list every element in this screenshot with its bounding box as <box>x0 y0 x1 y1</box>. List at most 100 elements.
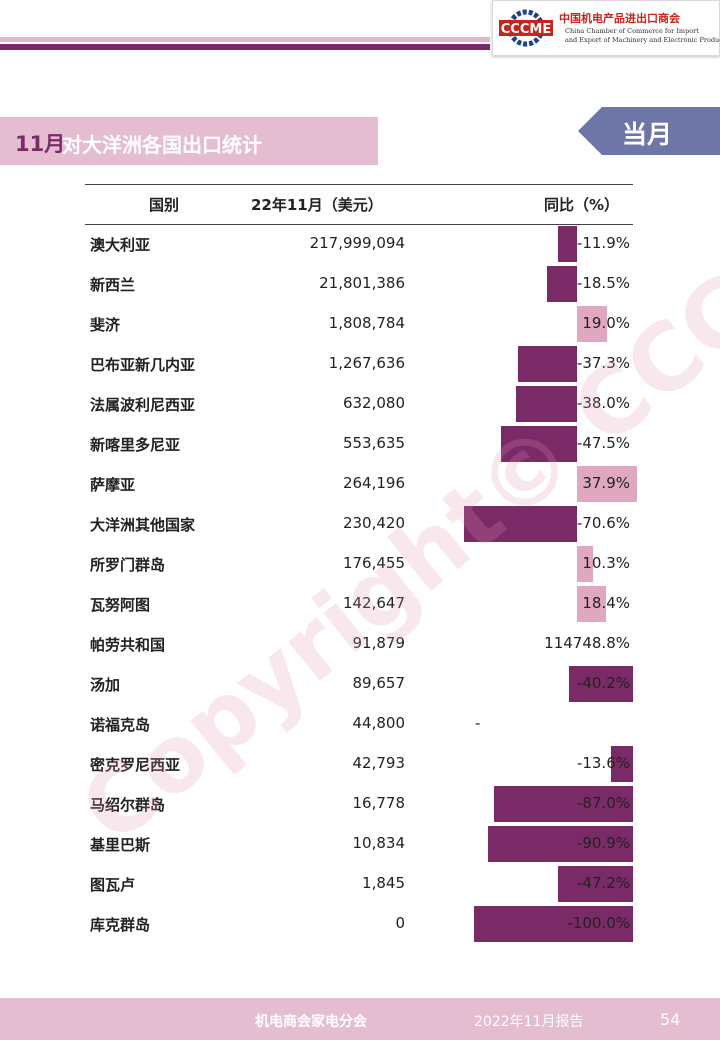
export-value-cell: 142,647 <box>342 594 405 612</box>
yoy-cell: 37.9% <box>582 474 630 492</box>
table-row: 马绍尔群岛 16,778 -87.0% <box>85 784 633 824</box>
country-cell: 瓦努阿图 <box>90 596 151 614</box>
yoy-bar <box>473 906 633 942</box>
table-top-rule <box>85 184 633 185</box>
table-row: 大洋洲其他国家 230,420 -70.6% <box>85 504 633 544</box>
table-header-rule <box>85 224 633 225</box>
yoy-bar <box>577 546 594 582</box>
yoy-cell: -37.3% <box>576 354 630 372</box>
country-cell: 大洋洲其他国家 <box>90 516 196 534</box>
yoy-bar <box>558 226 577 262</box>
country-cell: 马绍尔群岛 <box>90 796 166 814</box>
footer-org: 机电商会家电分会 <box>255 1014 367 1030</box>
export-value-cell: 217,999,094 <box>309 234 405 252</box>
yoy-bar <box>494 786 633 822</box>
title-month: 11月 <box>15 132 66 156</box>
export-value-cell: 1,267,636 <box>328 354 405 372</box>
logo-mark-text: CCCME <box>501 22 551 37</box>
table-body: 澳大利亚 217,999,094 -11.9% 新西兰 21,801,386 -18.5%… <box>85 224 638 944</box>
country-cell: 密克罗尼西亚 <box>90 756 181 774</box>
yoy-cell: -70.6% <box>576 514 630 532</box>
export-value-cell: 632,080 <box>342 394 405 412</box>
country-cell: 新西兰 <box>90 276 136 294</box>
table-row: 巴布亚新几内亚 1,267,636 -37.3% <box>85 344 633 384</box>
page-title: 对大洋洲各国出口统计 <box>62 133 262 157</box>
country-cell: 基里巴斯 <box>90 836 151 854</box>
export-value-cell: 89,657 <box>352 674 406 692</box>
footer-report: 2022年11月报告 <box>474 1014 584 1030</box>
country-cell: 所罗门群岛 <box>90 556 166 574</box>
yoy-bar <box>577 586 607 622</box>
country-cell: 斐济 <box>90 316 121 334</box>
table-row: 库克群岛 0 -100.0% <box>85 904 633 944</box>
yoy-cell: -47.5% <box>576 434 630 452</box>
yoy-cell: 10.3% <box>582 554 630 572</box>
header-value: 22年11月（美元） <box>251 196 383 214</box>
table-row: 汤加 89,657 -40.2% <box>85 664 633 704</box>
yoy-cell: -47.2% <box>576 874 630 892</box>
yoy-cell: -18.5% <box>576 274 630 292</box>
export-value-cell: 230,420 <box>342 514 405 532</box>
yoy-bar <box>516 386 577 422</box>
logo-org-en-line1: China Chamber of Commerce for Import <box>565 27 699 35</box>
country-cell: 法属波利尼西亚 <box>90 396 196 414</box>
country-cell: 萨摩亚 <box>90 476 136 494</box>
yoy-bar <box>568 666 633 702</box>
yoy-bar <box>577 306 608 342</box>
table-row: 澳大利亚 217,999,094 -11.9% <box>85 224 633 264</box>
table-row: 诺福克岛 44,800 - <box>85 704 633 744</box>
yoy-bar <box>611 746 633 782</box>
table-row: 帕劳共和国 91,879 114748.8% <box>85 624 633 664</box>
country-cell: 新喀里多尼亚 <box>90 436 181 454</box>
table-row: 萨摩亚 264,196 37.9% <box>85 464 638 504</box>
header-country: 国别 <box>149 196 180 214</box>
country-cell: 帕劳共和国 <box>90 636 166 654</box>
yoy-bar <box>488 826 633 862</box>
yoy-cell: -90.9% <box>576 834 630 852</box>
yoy-bar <box>464 506 577 542</box>
export-value-cell: 0 <box>395 914 405 932</box>
country-cell: 图瓦卢 <box>90 876 136 894</box>
yoy-cell: -38.0% <box>576 394 630 412</box>
cccme-logo-icon: CCCME <box>499 9 553 47</box>
table-row: 斐济 1,808,784 19.0% <box>85 304 633 344</box>
section-title-bar: 11月 对大洋洲各国出口统计 <box>0 117 378 165</box>
country-cell: 库克群岛 <box>90 916 151 934</box>
export-value-cell: 91,879 <box>352 634 406 652</box>
logo-org-en-line2: and Export of Machinery and Electronic P… <box>565 36 720 44</box>
yoy-cell: -11.9% <box>576 234 630 252</box>
export-value-cell: 21,801,386 <box>319 274 405 292</box>
export-value-cell: 1,808,784 <box>328 314 405 332</box>
period-badge-label: 当月 <box>622 120 673 149</box>
yoy-bar <box>547 266 577 302</box>
country-cell: 汤加 <box>90 676 121 694</box>
export-value-cell: 10,834 <box>352 834 406 852</box>
table-row: 新西兰 21,801,386 -18.5% <box>85 264 633 304</box>
header-yoy: 同比（%） <box>543 196 619 214</box>
cccme-logo: CCCME 中国机电产品进出口商会 China Chamber of Comme… <box>492 0 720 56</box>
table-row: 图瓦卢 1,845 -47.2% <box>85 864 633 904</box>
table-row: 法属波利尼西亚 632,080 -38.0% <box>85 384 633 424</box>
table-row: 密克罗尼西亚 42,793 -13.6% <box>85 744 633 784</box>
yoy-cell: -87.0% <box>576 794 630 812</box>
page-number: 54 <box>660 1010 681 1029</box>
table-row: 所罗门群岛 176,455 10.3% <box>85 544 633 584</box>
yoy-cell: 114748.8% <box>544 634 630 652</box>
header-band-light <box>0 37 490 42</box>
export-value-cell: 176,455 <box>342 554 405 572</box>
table-row: 瓦努阿图 142,647 18.4% <box>85 584 633 624</box>
yoy-cell: -40.2% <box>576 674 630 692</box>
export-value-cell: 1,845 <box>362 874 405 892</box>
yoy-cell: -100.0% <box>567 914 630 932</box>
export-value-cell: 42,793 <box>352 754 406 772</box>
country-cell: 澳大利亚 <box>90 236 151 254</box>
yoy-cell: -13.6% <box>576 754 630 772</box>
yoy-bar <box>517 346 577 382</box>
period-badge: 当月 <box>578 107 720 155</box>
yoy-cell: - <box>475 714 481 732</box>
table-row: 新喀里多尼亚 553,635 -47.5% <box>85 424 633 464</box>
export-value-cell: 553,635 <box>342 434 405 452</box>
yoy-bar <box>577 466 638 502</box>
page-footer: 机电商会家电分会 2022年11月报告 54 <box>0 998 720 1040</box>
logo-org-cn: 中国机电产品进出口商会 <box>559 12 680 25</box>
